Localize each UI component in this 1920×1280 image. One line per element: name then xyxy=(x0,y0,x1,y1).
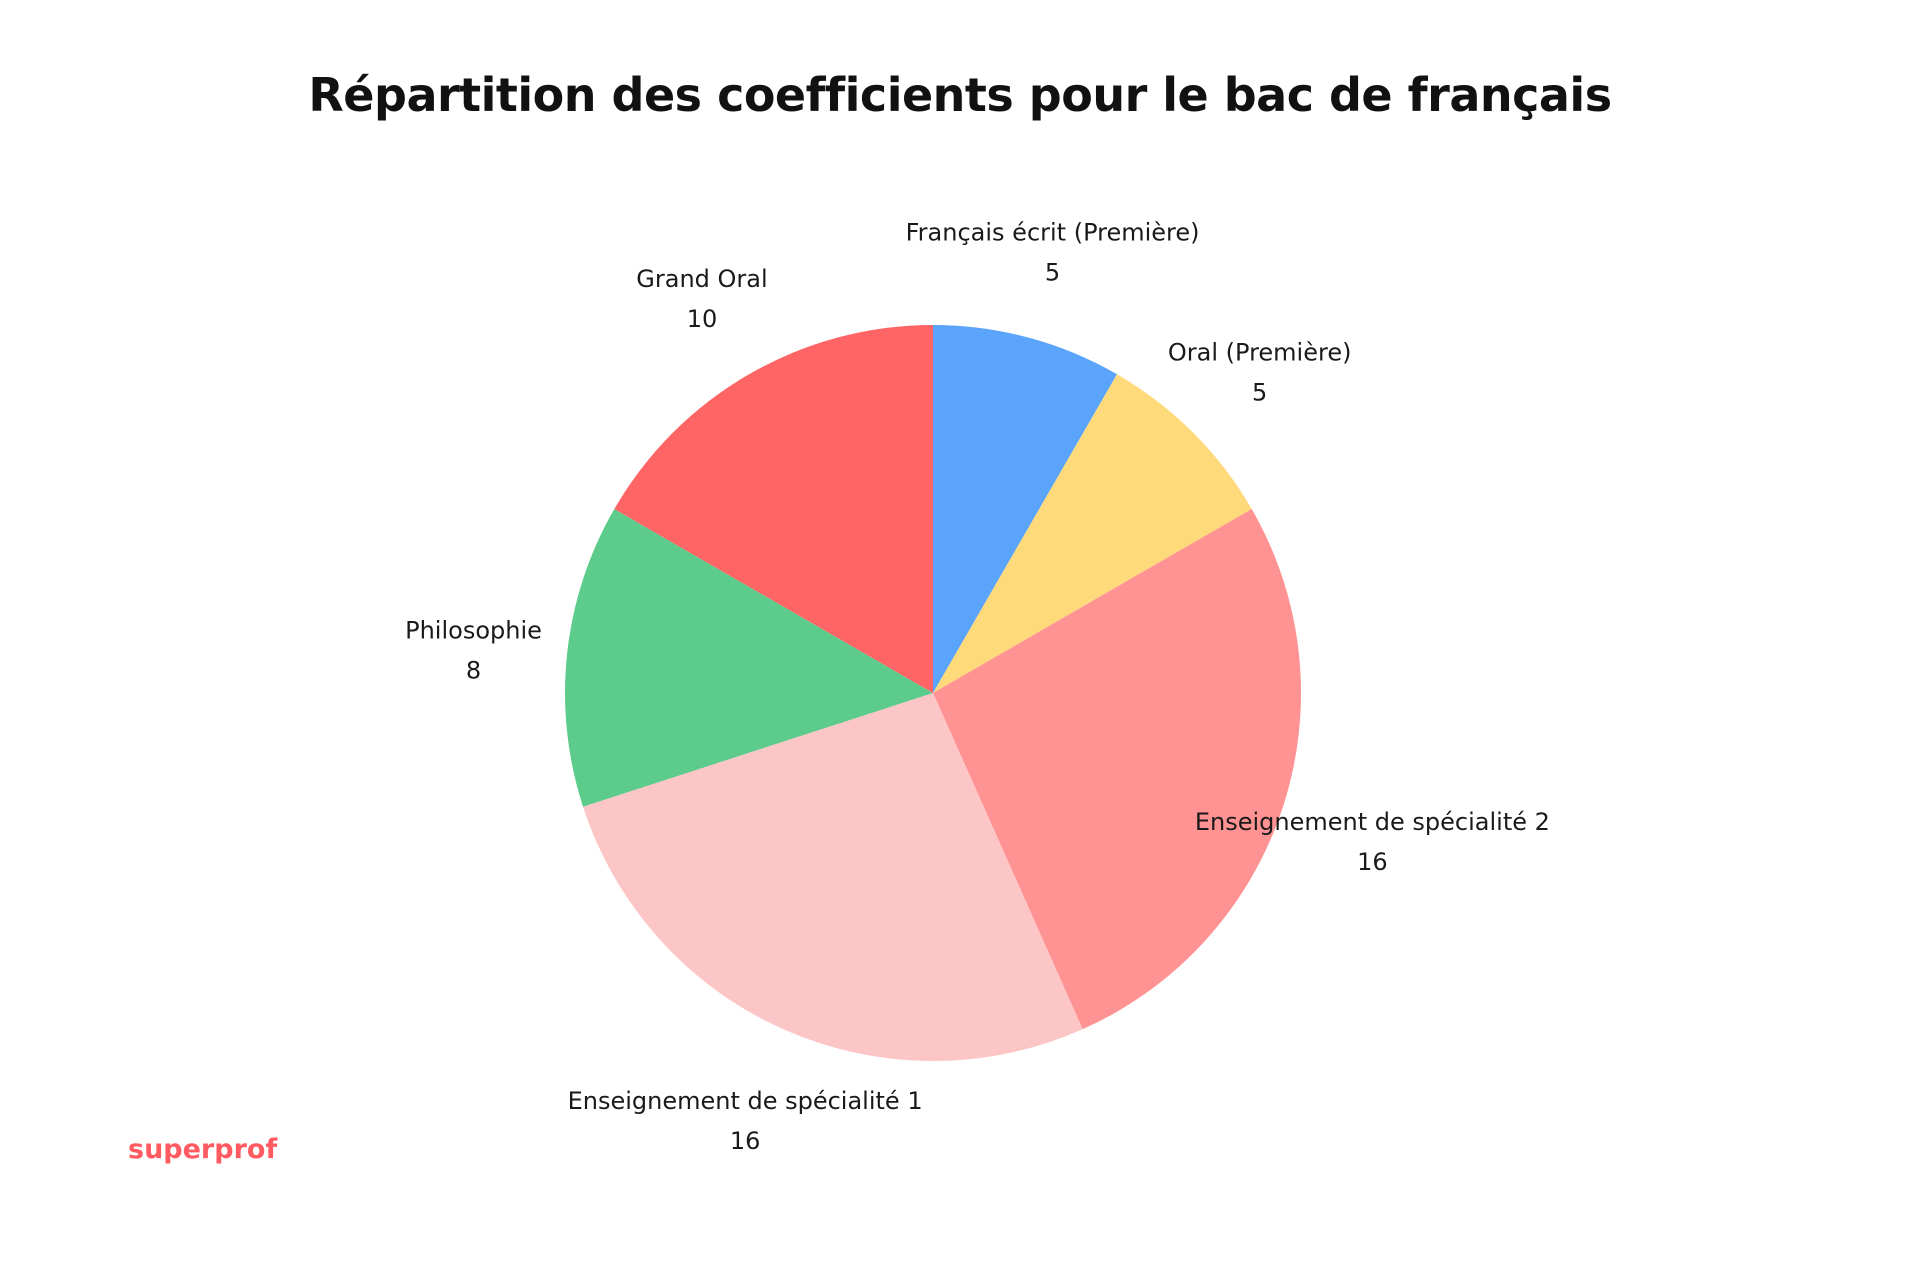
slice-label-francais-ecrit-premiere: Français écrit (Première) xyxy=(906,219,1200,247)
slice-value-enseignement-de-specialite-1: 16 xyxy=(730,1127,761,1155)
pie-slice-francais-ecrit-premiere xyxy=(933,325,1117,693)
slice-value-francais-ecrit-premiere: 5 xyxy=(1045,259,1060,287)
superprof-logo: superprof xyxy=(128,1134,278,1165)
slice-label-grand-oral: Grand Oral xyxy=(636,265,767,293)
pie-slice-enseignement-de-specialite-1 xyxy=(583,693,1083,1061)
slice-value-enseignement-de-specialite-2: 16 xyxy=(1357,848,1388,876)
chart-title: Répartition des coefficients pour le bac… xyxy=(308,68,1612,122)
slice-label-philosophie: Philosophie xyxy=(405,617,542,645)
pie-slice-grand-oral xyxy=(614,325,933,693)
slice-value-grand-oral: 10 xyxy=(687,305,718,333)
slice-label-enseignement-de-specialite-2: Enseignement de spécialité 2 xyxy=(1195,808,1550,836)
slice-label-oral-premiere: Oral (Première) xyxy=(1168,338,1352,366)
slice-value-philosophie: 8 xyxy=(466,657,481,685)
pie-slice-oral-premiere xyxy=(933,374,1252,693)
slice-value-oral-premiere: 5 xyxy=(1252,378,1267,406)
slice-label-enseignement-de-specialite-1: Enseignement de spécialité 1 xyxy=(568,1087,923,1115)
pie-slice-enseignement-de-specialite-2 xyxy=(933,509,1301,1030)
pie-slice-philosophie xyxy=(565,509,933,807)
